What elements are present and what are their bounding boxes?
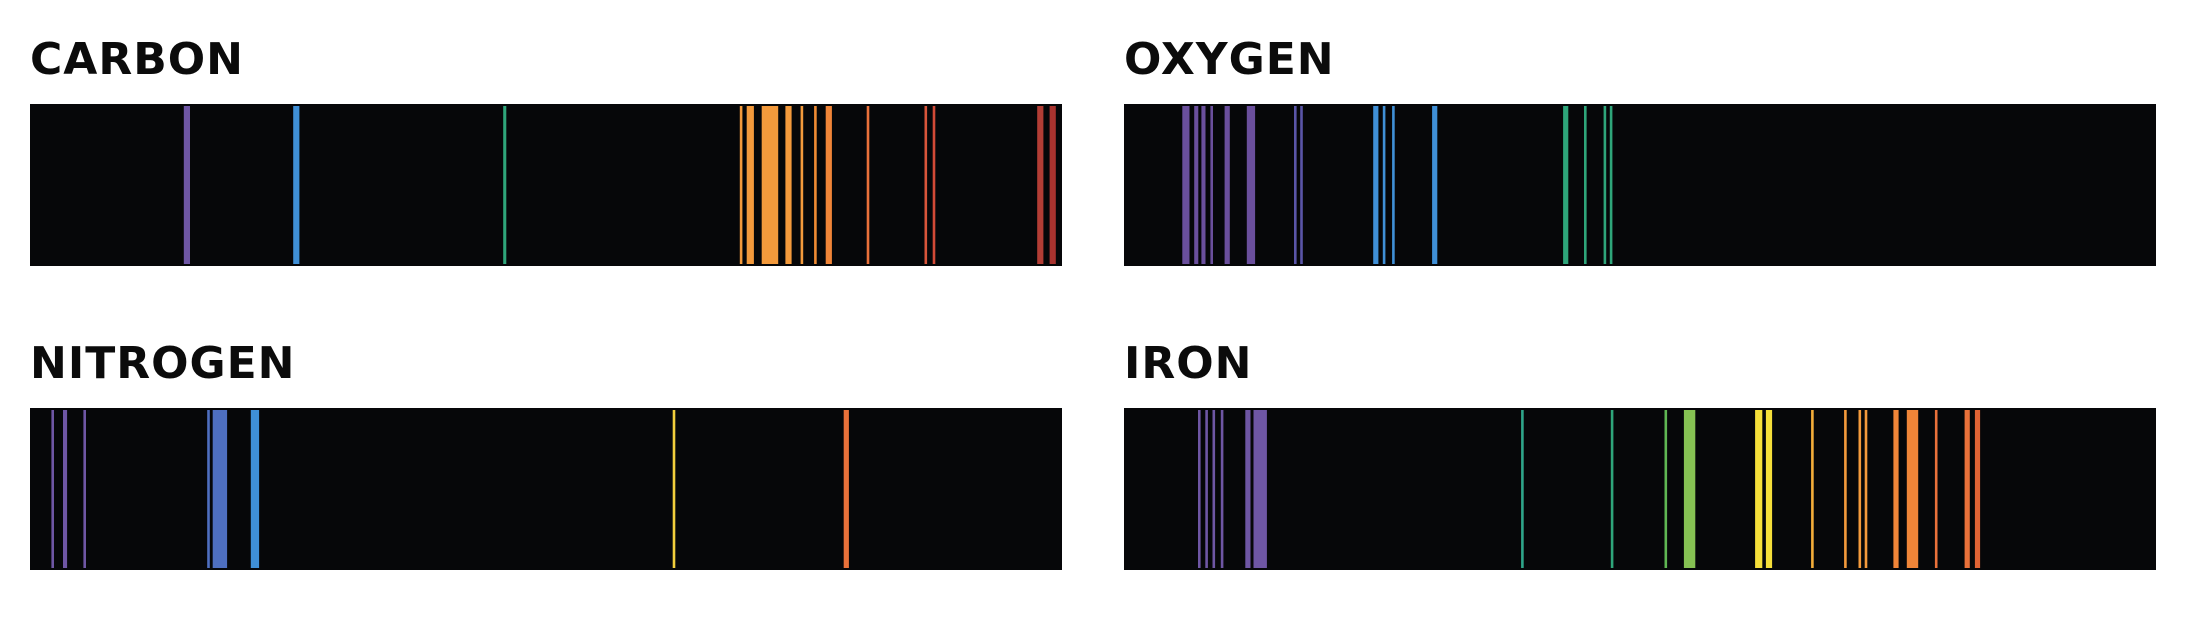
emission-line: [785, 106, 791, 264]
panel-title: CARBON: [30, 30, 244, 90]
emission-line: [801, 106, 804, 264]
panel-title: NITROGEN: [30, 334, 296, 394]
emission-line: [1221, 410, 1224, 568]
emission-line: [184, 106, 190, 264]
emission-line: [1245, 410, 1250, 568]
emission-line: [1210, 106, 1213, 264]
spectrum-svg: [30, 104, 1062, 266]
emission-line: [1373, 106, 1378, 264]
emission-line: [1392, 106, 1395, 264]
spectrum-bar: [30, 408, 1062, 570]
emission-line: [1182, 106, 1189, 264]
emission-line: [503, 106, 506, 264]
spectrum-bar: [1124, 408, 2156, 570]
emission-line: [207, 410, 210, 568]
emission-line: [1665, 410, 1668, 568]
emission-line: [1432, 106, 1437, 264]
emission-line: [293, 106, 299, 264]
panel-title: OXYGEN: [1124, 30, 1335, 90]
emission-line: [1684, 410, 1695, 568]
emission-line: [1611, 410, 1614, 568]
emission-line: [1300, 106, 1303, 264]
emission-line: [1213, 410, 1216, 568]
emission-line: [1205, 410, 1208, 568]
emission-line: [1844, 410, 1847, 568]
emission-line: [826, 106, 832, 264]
emission-line: [1563, 106, 1568, 264]
emission-line: [1050, 106, 1056, 264]
emission-line: [1975, 410, 1980, 568]
emission-line: [1859, 410, 1862, 568]
emission-line: [1811, 410, 1814, 568]
emission-line: [673, 410, 676, 568]
emission-line: [1584, 106, 1587, 264]
emission-line: [1294, 106, 1297, 264]
emission-line: [1201, 106, 1205, 264]
emission-line: [51, 410, 54, 568]
emission-line: [747, 106, 754, 264]
spectrum-svg: [1124, 104, 2156, 266]
emission-line: [814, 106, 817, 264]
spectrum-svg: [1124, 408, 2156, 570]
emission-line: [83, 410, 86, 568]
emission-line: [867, 106, 870, 264]
emission-line: [740, 106, 743, 264]
spectrum-bar: [1124, 104, 2156, 266]
emission-line: [762, 106, 779, 264]
emission-line: [844, 410, 849, 568]
emission-line: [1247, 106, 1255, 264]
emission-line: [63, 410, 67, 568]
emission-line: [1254, 410, 1267, 568]
emission-line: [1521, 410, 1524, 568]
emission-line: [213, 410, 227, 568]
panel-carbon: CARBON: [30, 30, 1062, 270]
emission-line: [925, 106, 928, 264]
emission-line: [1766, 410, 1772, 568]
emission-line: [1037, 106, 1043, 264]
emission-line: [933, 106, 936, 264]
emission-line: [251, 410, 259, 568]
emission-line: [1610, 106, 1613, 264]
emission-line: [1935, 410, 1938, 568]
emission-line: [1225, 106, 1230, 264]
spectrum-bar: [30, 104, 1062, 266]
emission-line: [1965, 410, 1970, 568]
emission-line: [1893, 410, 1898, 568]
emission-line: [1907, 410, 1918, 568]
panel-nitrogen: NITROGEN: [30, 334, 1062, 574]
emission-line: [1755, 410, 1762, 568]
panel-oxygen: OXYGEN: [1124, 30, 2156, 270]
emission-line: [1198, 410, 1201, 568]
panel-iron: IRON: [1124, 334, 2156, 574]
emission-line: [1194, 106, 1198, 264]
panel-title: IRON: [1124, 334, 1252, 394]
emission-line: [1604, 106, 1607, 264]
emission-line: [1383, 106, 1386, 264]
spectrum-svg: [30, 408, 1062, 570]
emission-line: [1865, 410, 1868, 568]
